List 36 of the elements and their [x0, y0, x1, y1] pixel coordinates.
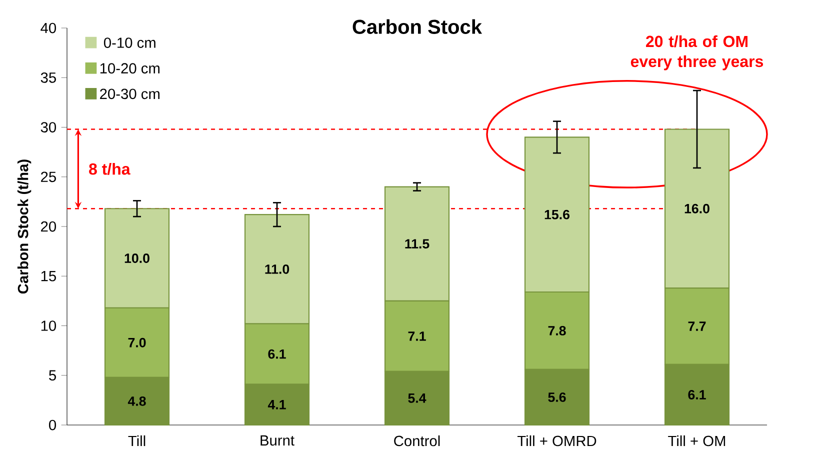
data-label: 11.5	[405, 239, 430, 249]
x-tick-label: Till + OM	[668, 435, 726, 446]
data-label: 7.0	[128, 338, 146, 348]
y-tick-label: 15	[41, 271, 56, 282]
data-label: 11.0	[265, 264, 290, 274]
data-label: 6.1	[688, 390, 706, 400]
y-tick-label: 0	[49, 420, 56, 430]
data-label: 10.0	[124, 254, 150, 263]
legend-label: 20-30 cm	[100, 88, 160, 100]
data-label: 4.1	[268, 400, 286, 410]
x-tick-label: Till	[128, 435, 146, 446]
x-tick-label: Control	[394, 435, 440, 446]
y-tick-label: 30	[40, 122, 56, 132]
data-label: 4.8	[128, 396, 146, 406]
data-label: 15.6	[544, 210, 570, 220]
data-label: 5.6	[548, 392, 566, 402]
y-tick-label: 35	[40, 72, 56, 83]
y-axis-title: Carbon Stock (t/ha)	[17, 160, 32, 294]
data-label: 5.4	[408, 394, 426, 403]
x-tick-label: Burnt	[260, 435, 294, 446]
data-label: 6.1	[268, 349, 286, 359]
y-tick-label: 25	[41, 172, 56, 182]
annotation: 8 t/ha	[89, 162, 130, 175]
y-tick-label: 40	[40, 22, 56, 34]
data-label: 7.8	[548, 326, 566, 336]
data-label: 16.0	[684, 204, 710, 214]
legend-label: 0-10 cm	[104, 38, 156, 48]
data-label: 7.7	[688, 322, 706, 331]
x-tick-label: Till + OMRD	[517, 435, 596, 446]
chart-title: Carbon Stock	[352, 19, 482, 34]
legend-label: 10-20 cm	[100, 63, 160, 74]
y-tick-label: 10	[41, 320, 56, 331]
data-label: 7.1	[408, 332, 426, 341]
y-tick-label: 5	[49, 370, 56, 380]
y-tick-label: 20	[41, 221, 56, 232]
annotation: 20 t/ha of OM every three years	[630, 35, 764, 70]
